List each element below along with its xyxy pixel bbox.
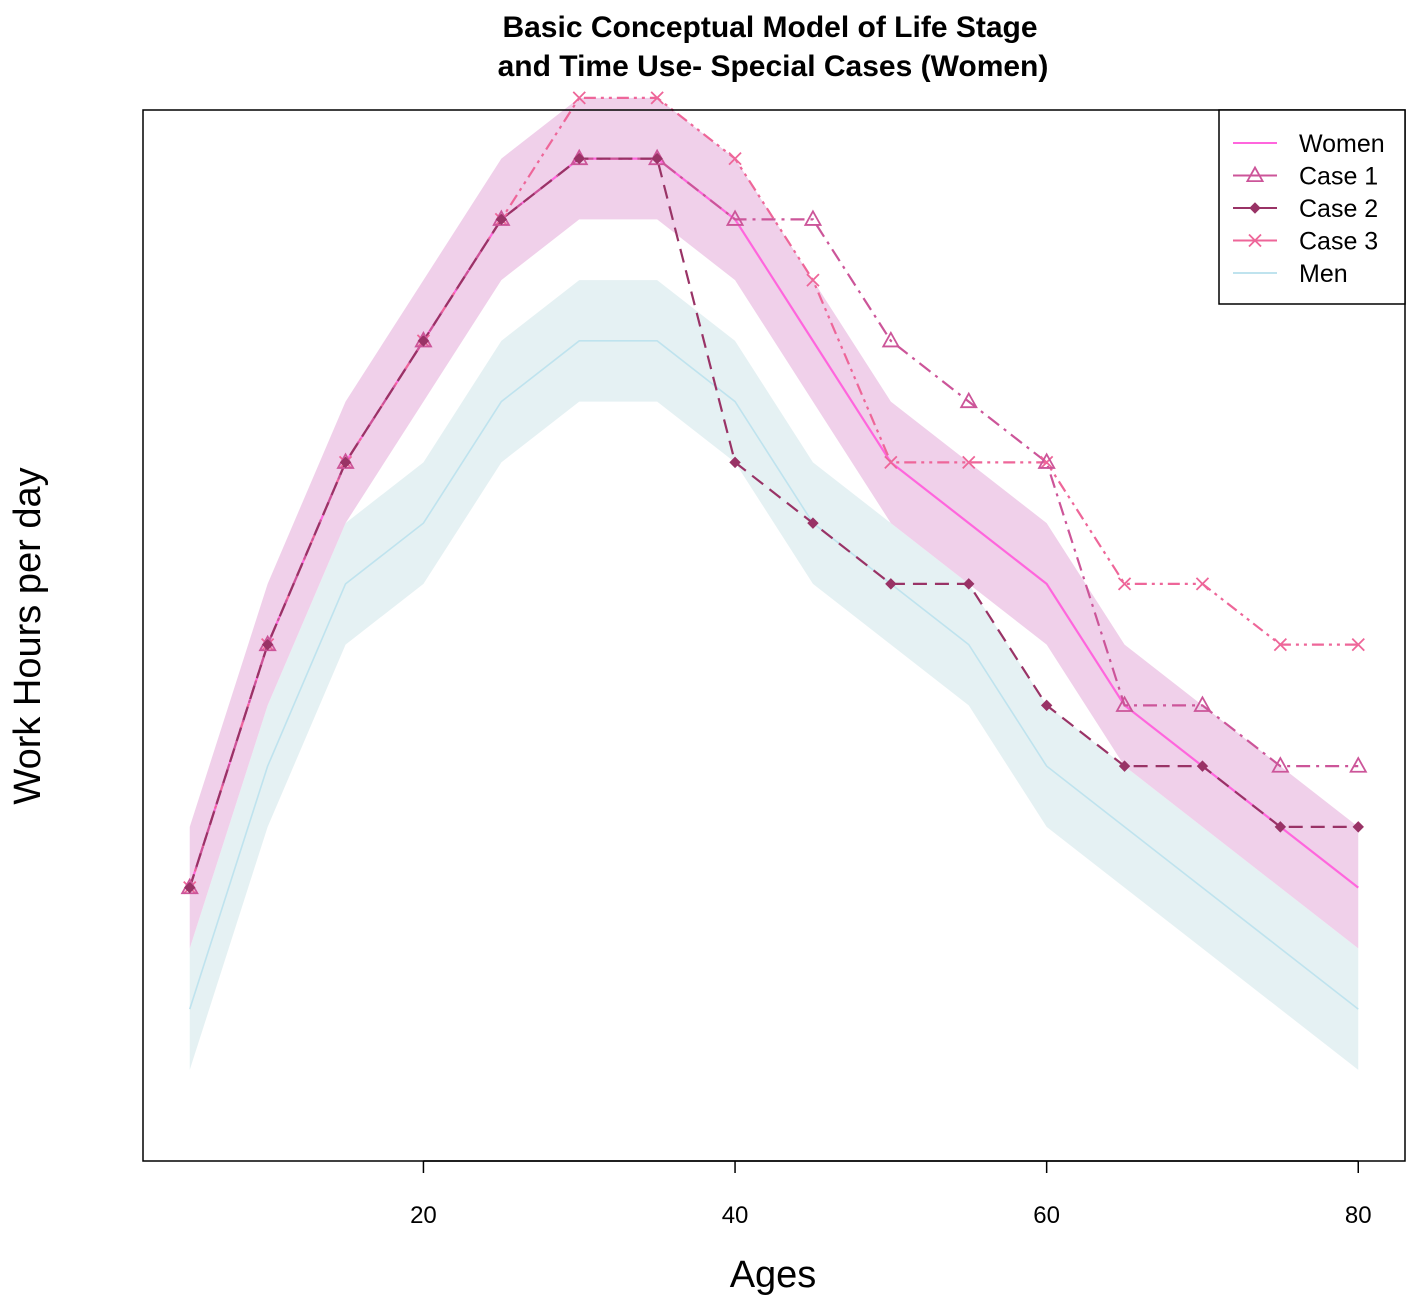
case-3-point-35	[650, 91, 664, 105]
case-1-point-45	[803, 209, 823, 226]
case-1-point-40	[725, 209, 745, 226]
case-3-point-75	[1273, 637, 1287, 652]
chart-title-line-1: Basic Conceptual Model of Life Stage	[502, 11, 1037, 44]
case-3-point-50	[884, 455, 898, 469]
case-3-point-60	[1040, 455, 1054, 469]
x-tick-label-80: 80	[1345, 1202, 1372, 1229]
case-2-point-75	[1274, 821, 1287, 833]
series-markers	[180, 91, 1368, 895]
case-3-point-55	[962, 455, 976, 469]
confidence-bands	[189, 97, 1359, 1070]
case-1-point-50	[881, 331, 900, 348]
case-2-point-65	[1118, 760, 1131, 772]
case-2-point-30	[573, 152, 585, 165]
case-3-point-70	[1195, 577, 1210, 591]
legend-label-case-2: Case 2	[1299, 195, 1378, 223]
y-axis-label: Work Hours per day	[7, 467, 49, 804]
case-1-point-70	[1193, 695, 1212, 712]
case-2-point-40	[729, 456, 741, 469]
legend-label-women: Women	[1299, 130, 1385, 158]
case-2-point-10	[261, 638, 274, 651]
chart-title-line-2: and Time Use- Special Cases (Women)	[498, 50, 1049, 83]
case-2-point-70	[1196, 760, 1209, 772]
legend-label-men: Men	[1299, 260, 1348, 288]
case-3-point-40	[728, 151, 742, 166]
case-1-point-65	[1115, 695, 1134, 712]
men-line	[188, 340, 1359, 1010]
x-tick-label-20: 20	[410, 1202, 437, 1229]
women-band	[189, 97, 1359, 949]
case-3-point-80	[1351, 637, 1365, 652]
x-axis: 20 40 60 80	[410, 1160, 1372, 1229]
case-3-point-30	[572, 91, 586, 105]
series-lines	[188, 96, 1359, 1010]
legend-marker-case-3	[1248, 233, 1262, 248]
case-1-point-75	[1271, 756, 1290, 773]
legend-label-case-3: Case 3	[1299, 228, 1378, 256]
legend-marker-case-2	[1249, 202, 1261, 214]
x-tick-label-40: 40	[722, 1202, 749, 1229]
men-band	[189, 280, 1359, 1070]
case-2-line	[188, 157, 1359, 888]
legend-marker-case-1	[1245, 165, 1265, 183]
case-2-point-50	[885, 578, 897, 590]
case-2-point-20	[417, 335, 430, 347]
case-2-point-60	[1040, 699, 1053, 712]
case-3-point-45	[806, 273, 820, 287]
case-1-point-80	[1349, 756, 1368, 773]
case-2-point-35	[651, 152, 663, 165]
x-tick-label-60: 60	[1033, 1202, 1060, 1229]
legend: Women Case 1 Case 2 Case 3 Men	[1218, 109, 1406, 305]
legend-label-case-1: Case 1	[1299, 163, 1378, 191]
case-2-point-25	[495, 213, 508, 226]
x-axis-label: Ages	[730, 1254, 817, 1296]
case-2-point-5	[184, 881, 196, 894]
case-2-point-80	[1352, 821, 1364, 833]
case-2-point-15	[339, 456, 352, 469]
case-2-point-55	[963, 578, 975, 590]
case-1-point-60	[1037, 452, 1056, 469]
case-3-point-65	[1117, 577, 1132, 591]
case-1-point-55	[959, 391, 978, 409]
case-2-point-45	[807, 517, 819, 529]
case-1-line	[188, 157, 1359, 888]
